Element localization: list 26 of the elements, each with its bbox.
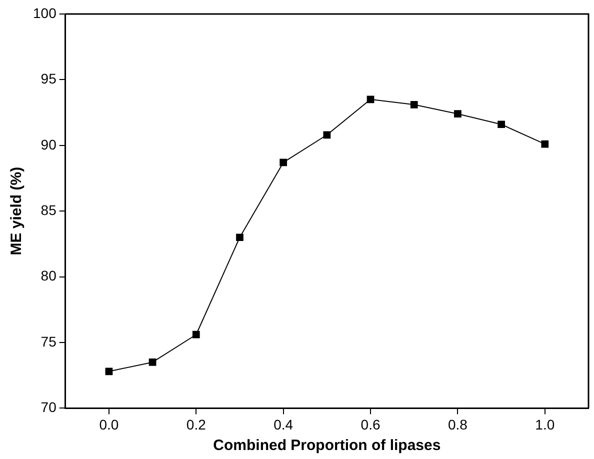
- point: [236, 234, 244, 242]
- x-tick-label: 0.0: [99, 416, 119, 432]
- y-tick-label: 85: [40, 202, 57, 218]
- x-tick-label: 0.8: [448, 416, 468, 432]
- point: [366, 96, 374, 104]
- point: [192, 330, 200, 338]
- y-tick-label: 75: [40, 333, 57, 350]
- x-tick-label: 0.4: [274, 416, 294, 432]
- point: [148, 358, 156, 366]
- point: [410, 100, 418, 108]
- point: [541, 140, 549, 148]
- point: [105, 368, 113, 376]
- x-tick-label: 0.2: [186, 416, 206, 432]
- y-tick-label: 70: [40, 399, 57, 416]
- point: [323, 131, 331, 139]
- point: [280, 158, 288, 166]
- point: [454, 110, 462, 118]
- y-tick-label: 95: [40, 70, 57, 87]
- y-tick-label: 90: [40, 136, 57, 152]
- y-tick-label: 80: [40, 268, 57, 284]
- x-axis-title: Combined Proportion of lipases: [213, 437, 441, 454]
- point: [498, 120, 505, 128]
- y-axis-title: ME yield (%): [8, 166, 26, 256]
- y-tick-label: 100: [33, 4, 57, 21]
- x-tick-label: 1.0: [535, 416, 555, 432]
- x-tick-label: 0.6: [360, 416, 380, 432]
